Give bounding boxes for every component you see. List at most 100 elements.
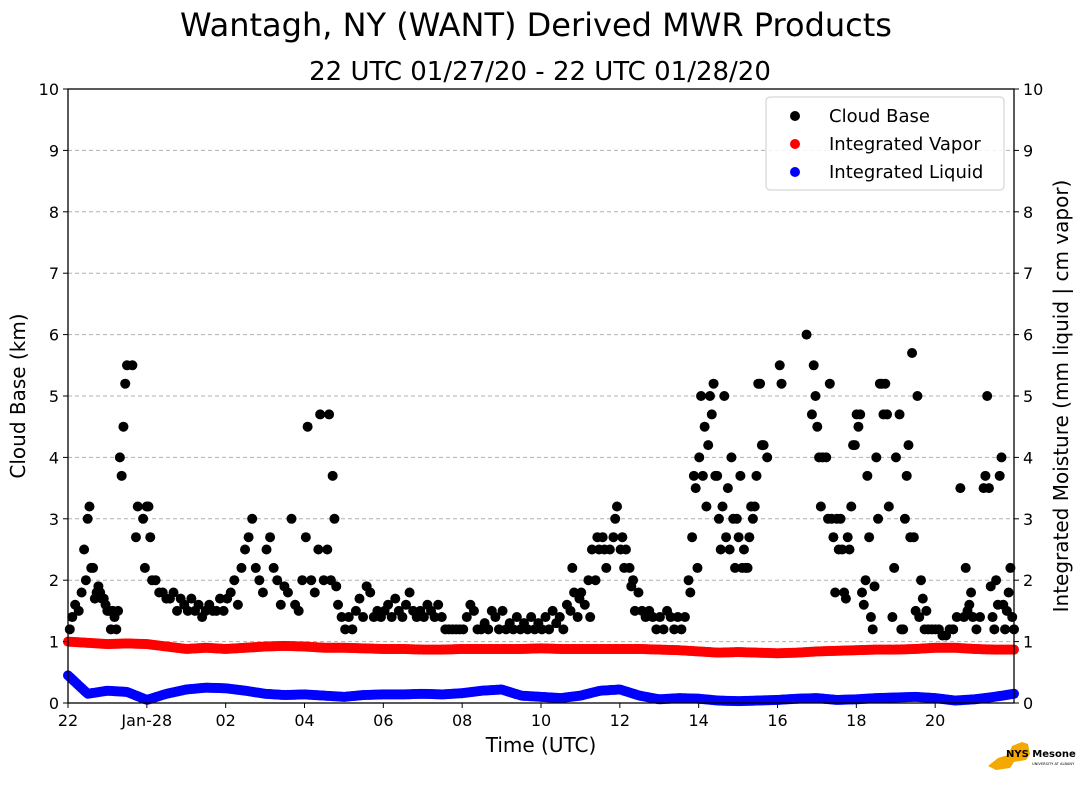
cloud-base-point: [774, 360, 785, 371]
y-tick-label-right: 6: [1023, 326, 1033, 345]
cloud-base-point: [806, 409, 817, 420]
cloud-base-point: [742, 562, 753, 573]
cloud-base-point: [701, 501, 712, 512]
x-tick-label: 18: [846, 711, 866, 730]
y-tick-label-right: 5: [1023, 387, 1033, 406]
cloud-base-point: [971, 624, 982, 635]
cloud-base-point: [120, 378, 131, 389]
cloud-base-point: [114, 452, 125, 463]
cloud-base-point: [558, 624, 569, 635]
cloud-base-point: [554, 612, 565, 623]
legend-marker-integrated-vapor: [790, 139, 800, 149]
y-tick-label-right: 10: [1023, 80, 1043, 99]
cloud-base-point: [801, 329, 812, 340]
cloud-base-point: [856, 587, 867, 598]
x-tick-label: 22: [58, 711, 78, 730]
cloud-base-point: [111, 624, 122, 635]
x-tick-label: 06: [373, 711, 393, 730]
cloud-base-point: [336, 612, 347, 623]
cloud-base-point: [706, 409, 717, 420]
cloud-base-point: [275, 599, 286, 610]
cloud-base-point: [751, 470, 762, 481]
cloud-base-point: [79, 544, 90, 555]
cloud-base-point: [679, 612, 690, 623]
cloud-base-point: [268, 562, 279, 573]
legend-box: [765, 96, 1005, 191]
cloud-base-point: [358, 612, 369, 623]
cloud-base-point: [880, 378, 891, 389]
cloud-base-point: [318, 575, 329, 586]
cloud-base-point: [116, 470, 127, 481]
y-tick-label-left: 3: [49, 510, 59, 529]
cloud-base-point: [331, 581, 342, 592]
cloud-base-point: [815, 501, 826, 512]
cloud-base-point: [917, 593, 928, 604]
x-tick-label: 04: [294, 711, 314, 730]
y-tick-label-left: 4: [49, 448, 59, 467]
cloud-base-point: [218, 605, 229, 616]
cloud-base-point: [232, 599, 243, 610]
cloud-base-point: [846, 501, 857, 512]
legend-marker-integrated-liquid: [790, 167, 800, 177]
cloud-base-point: [365, 587, 376, 598]
new-york-state-icon: [988, 742, 1030, 770]
series-integrated-vapor: [63, 636, 1019, 659]
cloud-base-point: [699, 421, 710, 432]
cloud-base-point: [921, 605, 932, 616]
cloud-base-point: [898, 624, 909, 635]
series-integrated-liquid: [63, 670, 1019, 707]
cloud-base-point: [309, 587, 320, 598]
nys-mesonet-logo: NYS Mesonet UNIVERSITY AT ALBANY: [988, 742, 1076, 770]
cloud-base-point: [458, 624, 469, 635]
cloud-base-point: [329, 513, 340, 524]
cloud-base-point: [127, 360, 138, 371]
cloud-base-point: [983, 483, 994, 494]
cloud-base-point: [694, 452, 705, 463]
cloud-base-point: [313, 544, 324, 555]
cloud-base-point: [130, 532, 141, 543]
cloud-base-point: [350, 605, 361, 616]
y-tick-label-left: 8: [49, 203, 59, 222]
y-tick-label-right: 4: [1023, 448, 1033, 467]
cloud-base-point: [912, 391, 923, 401]
cloud-base-point: [853, 421, 864, 432]
legend-label-integrated-liquid: Integrated Liquid: [829, 162, 983, 183]
cloud-base-point: [145, 532, 156, 543]
cloud-base-point: [511, 612, 522, 623]
cloud-base-point: [982, 391, 993, 401]
cloud-base-point: [810, 391, 821, 401]
cloud-base-point: [669, 624, 680, 635]
cloud-base-point: [690, 483, 701, 494]
cloud-base-point: [749, 501, 760, 512]
cloud-base-point: [685, 587, 696, 598]
cloud-base-point: [597, 532, 608, 543]
cloud-base-point: [282, 587, 293, 598]
cloud-base-point: [730, 562, 741, 573]
y-tick-label-right: 8: [1023, 203, 1033, 222]
cloud-base-point: [306, 575, 317, 586]
chart-subtitle: 22 UTC 01/27/20 - 22 UTC 01/28/20: [309, 57, 771, 87]
cloud-base-point: [429, 612, 440, 623]
cloud-base-point: [544, 624, 555, 635]
cloud-base-point: [828, 532, 839, 543]
cloud-base-point: [731, 513, 742, 524]
cloud-base-point: [633, 587, 644, 598]
cloud-base-point: [225, 587, 236, 598]
cloud-base-point: [80, 575, 91, 586]
cloud-base-point: [483, 624, 494, 635]
cloud-base-point: [610, 513, 621, 524]
cloud-base-point: [821, 452, 832, 463]
cloud-base-point: [882, 409, 893, 420]
cloud-base-point: [755, 378, 766, 389]
cloud-base-point: [215, 593, 226, 604]
cloud-base-point: [722, 483, 733, 494]
cloud-base-point: [229, 575, 240, 586]
cloud-base-point: [672, 612, 683, 623]
cloud-base-point: [132, 501, 143, 512]
cloud-base-point: [315, 409, 326, 420]
cloud-base-point: [989, 624, 1000, 635]
cloud-base-point: [717, 501, 728, 512]
cloud-base-point: [64, 624, 75, 635]
cloud-base-point: [860, 575, 871, 586]
cloud-base-point: [257, 587, 268, 598]
